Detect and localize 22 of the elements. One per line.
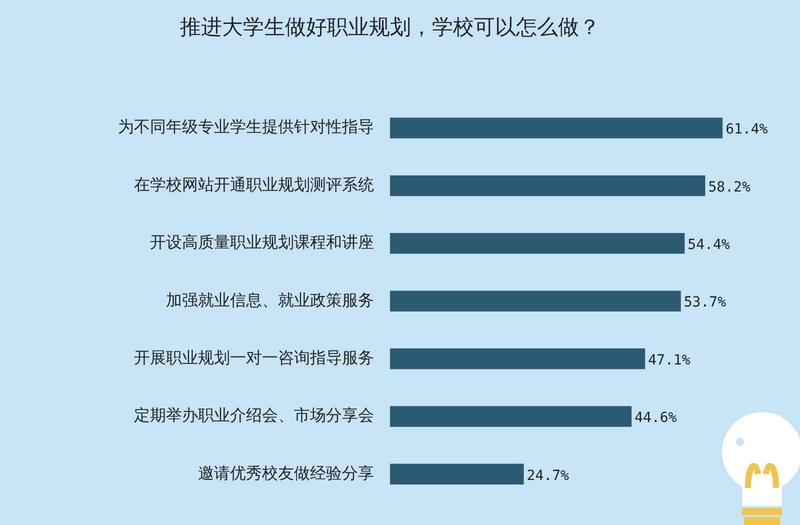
bar (390, 175, 706, 196)
bar (390, 233, 685, 254)
y-tick-label: 定期举办职业介绍会、市场分享会 (134, 406, 374, 425)
y-tick-label: 在学校网站开通职业规划测评系统 (134, 174, 374, 194)
data-label: 61.4% (726, 122, 768, 138)
y-tick-label: 开设高质量职业规划课程和讲座 (150, 232, 374, 252)
data-label: 58.2% (708, 179, 751, 196)
chart-title: 推进大学生做好职业规划，学校可以怎么做？ (180, 15, 600, 40)
bar (390, 406, 632, 427)
data-label: 53.7% (684, 294, 727, 311)
data-label: 54.4% (688, 237, 730, 254)
y-tick-label: 加强就业信息、就业政策服务 (166, 290, 374, 310)
y-tick-label: 开展职业规划一对一咨询指导服务 (134, 348, 374, 367)
bar (390, 464, 524, 485)
bar (390, 348, 646, 370)
y-tick-label: 邀请优秀校友做经验分享 (198, 463, 374, 482)
data-label: 44.6% (634, 410, 678, 426)
data-label: 24.7% (526, 468, 570, 484)
data-label: 47.1% (648, 352, 691, 368)
y-tick-label: 为不同年级专业学生提供针对性指导 (118, 117, 374, 136)
bar (390, 118, 723, 138)
bar (390, 290, 681, 312)
